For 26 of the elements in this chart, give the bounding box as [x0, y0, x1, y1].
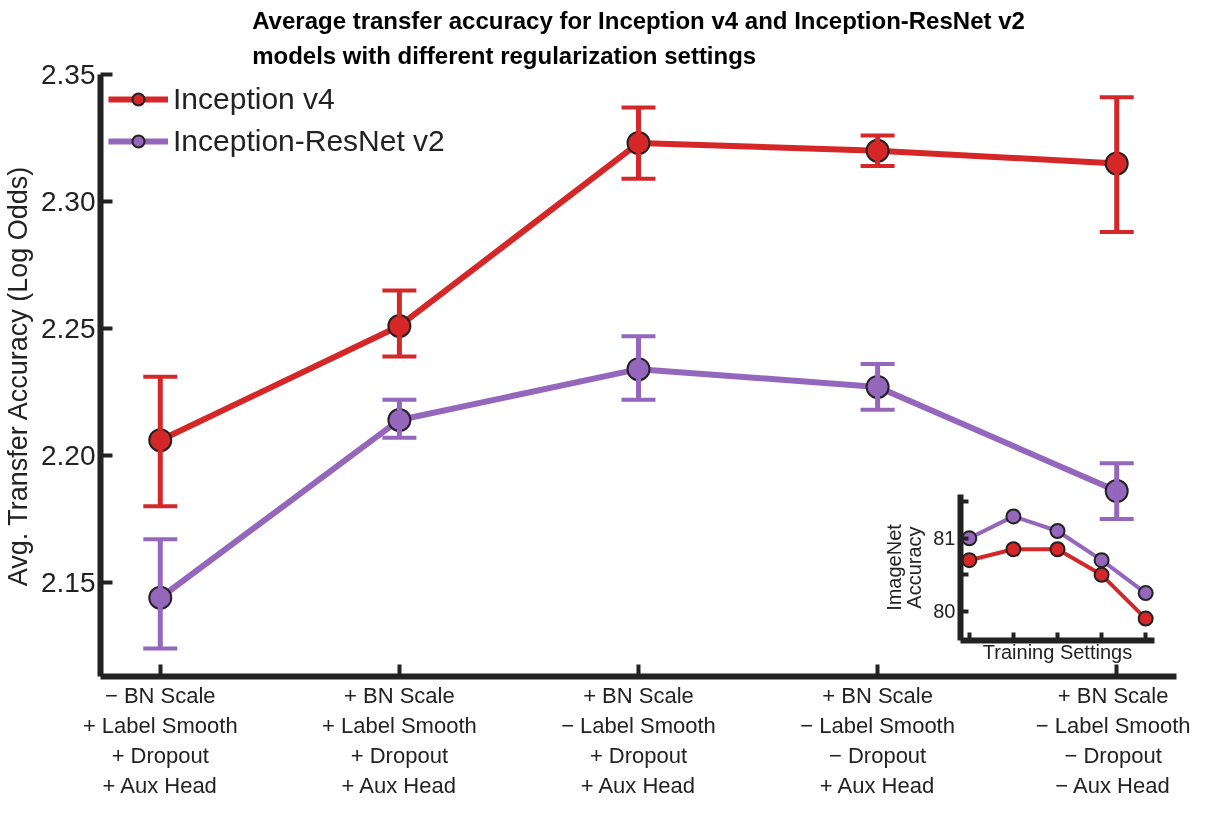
- legend-label: Inception-ResNet v2: [173, 124, 445, 158]
- x-tick-label: + BN Scale − Label Smooth − Dropout − Aux Head: [1035, 682, 1191, 798]
- legend-label: Inception v4: [173, 82, 335, 116]
- x-tick-label: + BN Scale + Label Smooth + Dropout + Aux Head: [322, 682, 477, 798]
- y-axis-title: Avg. Transfer Accuracy (Log Odds): [3, 166, 33, 587]
- point: [1049, 541, 1066, 558]
- y-tick-label: 81: [933, 527, 956, 550]
- point: [1093, 566, 1110, 583]
- x-axis-title: Training Settings: [982, 640, 1133, 663]
- point: [1137, 585, 1154, 602]
- chart-title: Average transfer accuracy for Inception v4 and Inception-ResNet v2 models with different regularization settings: [252, 7, 1025, 70]
- x-tick-label: + BN Scale − Label Smooth + Dropout + Aux Head: [561, 682, 716, 798]
- x-tick-label: − BN Scale + Label Smooth + Dropout + Aux Head: [82, 682, 238, 798]
- y-tick-label: 2.35: [41, 59, 96, 90]
- point: [1137, 610, 1154, 627]
- point: [1005, 508, 1022, 525]
- y-tick-label: 2.20: [41, 440, 96, 472]
- point: [1093, 552, 1110, 569]
- y-tick-label: 2.25: [41, 313, 96, 345]
- point: [1049, 523, 1066, 539]
- y-tick-label: 2.15: [41, 567, 96, 599]
- x-tick-label: + BN Scale − Label Smooth − Dropout + Aux Head: [800, 682, 955, 798]
- y-tick-label: 80: [933, 600, 956, 623]
- y-axis-title: ImageNet Accuracy: [883, 523, 926, 611]
- point: [1005, 541, 1022, 558]
- y-tick-label: 2.30: [41, 186, 96, 217]
